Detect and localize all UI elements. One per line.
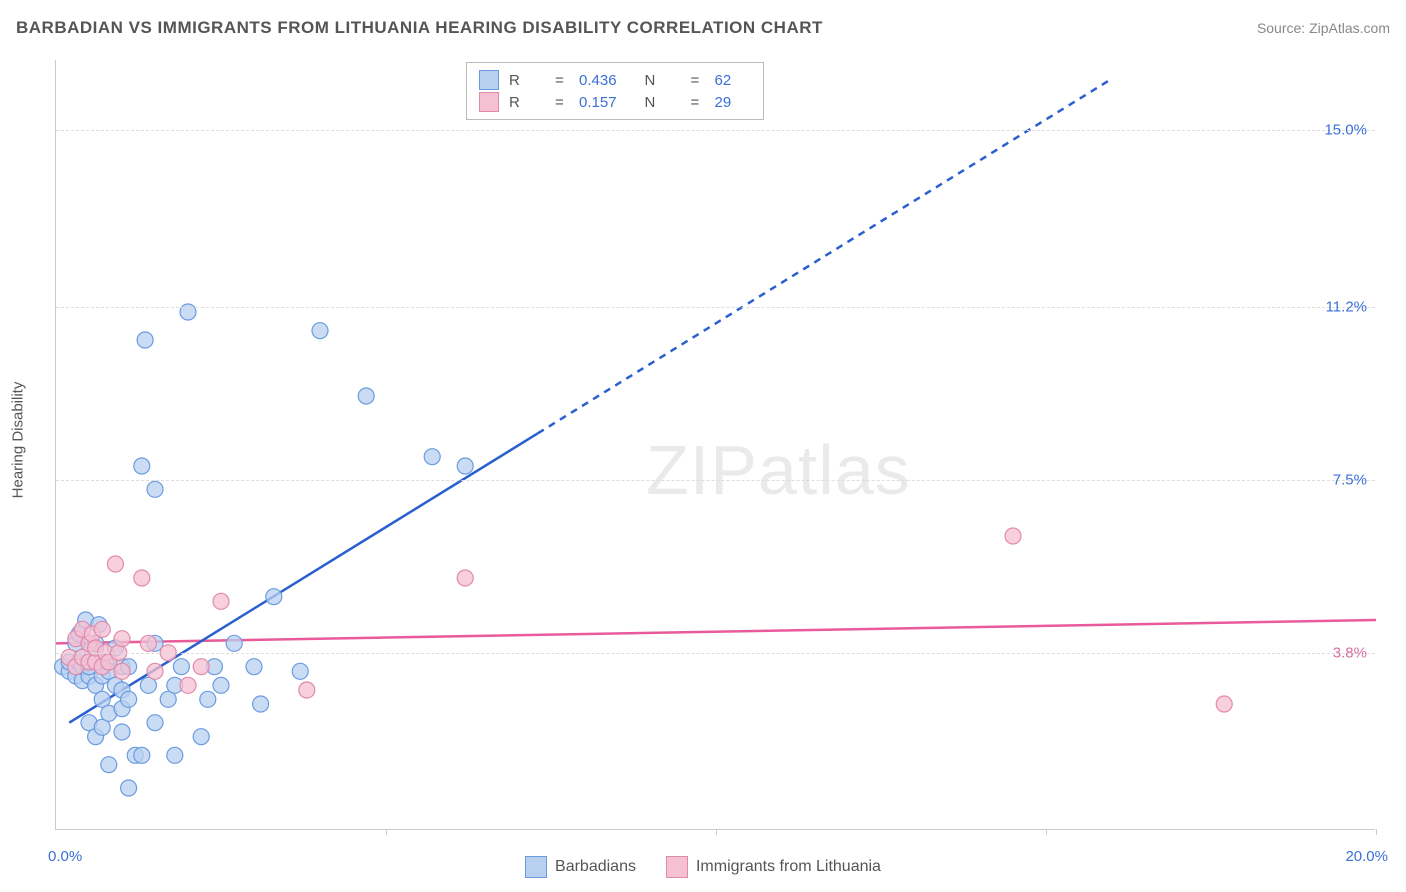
data-point: [134, 747, 150, 763]
regression-line: [56, 620, 1376, 643]
y-tick-label: 7.5%: [1333, 472, 1367, 489]
data-point: [253, 696, 269, 712]
data-point: [94, 621, 110, 637]
data-point: [457, 458, 473, 474]
swatch-b-icon: [666, 856, 688, 878]
gridline: [56, 653, 1375, 654]
data-point: [147, 715, 163, 731]
x-tick: [386, 829, 387, 835]
regression-line: [538, 79, 1112, 434]
gridline: [56, 480, 1375, 481]
n-label: N: [645, 94, 681, 111]
n-value-b: 29: [715, 94, 751, 111]
data-point: [114, 631, 130, 647]
data-point: [134, 458, 150, 474]
eq-label: =: [555, 94, 569, 111]
data-point: [200, 691, 216, 707]
n-label: N: [645, 72, 681, 89]
x-tick: [1376, 829, 1377, 835]
data-point: [180, 677, 196, 693]
chart-source: Source: ZipAtlas.com: [1257, 20, 1390, 36]
r-label: R: [509, 72, 545, 89]
data-point: [114, 724, 130, 740]
data-point: [173, 659, 189, 675]
data-point: [167, 747, 183, 763]
r-value-b: 0.157: [579, 94, 617, 111]
data-point: [358, 388, 374, 404]
eq-label: =: [691, 72, 705, 89]
plot-svg: [56, 60, 1375, 829]
eq-label: =: [555, 72, 569, 89]
data-point: [114, 663, 130, 679]
data-point: [134, 570, 150, 586]
data-point: [457, 570, 473, 586]
data-point: [137, 332, 153, 348]
eq-label: =: [691, 94, 705, 111]
plot-area: ZIPatlas R = 0.436 N = 62 R = 0.157 N = …: [55, 60, 1375, 830]
n-value-a: 62: [715, 72, 751, 89]
series-legend: Barbadians Immigrants from Lithuania: [0, 856, 1406, 878]
x-tick: [716, 829, 717, 835]
series-a-label: Barbadians: [555, 858, 636, 876]
swatch-a-icon: [525, 856, 547, 878]
data-point: [101, 757, 117, 773]
x-tick: [1046, 829, 1047, 835]
data-point: [312, 323, 328, 339]
data-point: [140, 635, 156, 651]
legend-row-b: R = 0.157 N = 29: [479, 92, 751, 112]
data-point: [266, 589, 282, 605]
data-point: [292, 663, 308, 679]
data-point: [147, 663, 163, 679]
legend-row-a: R = 0.436 N = 62: [479, 70, 751, 90]
data-point: [1005, 528, 1021, 544]
data-point: [1216, 696, 1232, 712]
data-point: [121, 780, 137, 796]
r-value-a: 0.436: [579, 72, 617, 89]
data-point: [226, 635, 242, 651]
swatch-a-icon: [479, 70, 499, 90]
data-point: [246, 659, 262, 675]
y-axis-label: Hearing Disability: [10, 382, 27, 499]
swatch-b-icon: [479, 92, 499, 112]
data-point: [299, 682, 315, 698]
data-point: [147, 481, 163, 497]
y-tick-label: 15.0%: [1324, 122, 1367, 139]
data-point: [193, 659, 209, 675]
gridline: [56, 307, 1375, 308]
data-point: [213, 593, 229, 609]
data-point: [424, 449, 440, 465]
data-point: [107, 556, 123, 572]
series-b-label: Immigrants from Lithuania: [696, 858, 881, 876]
y-tick-label: 11.2%: [1326, 299, 1367, 316]
correlation-legend: R = 0.436 N = 62 R = 0.157 N = 29: [466, 62, 764, 120]
data-point: [121, 691, 137, 707]
chart-title: BARBADIAN VS IMMIGRANTS FROM LITHUANIA H…: [16, 18, 823, 38]
gridline: [56, 130, 1375, 131]
r-label: R: [509, 94, 545, 111]
data-point: [213, 677, 229, 693]
y-tick-label: 3.8%: [1333, 644, 1367, 661]
data-point: [193, 729, 209, 745]
